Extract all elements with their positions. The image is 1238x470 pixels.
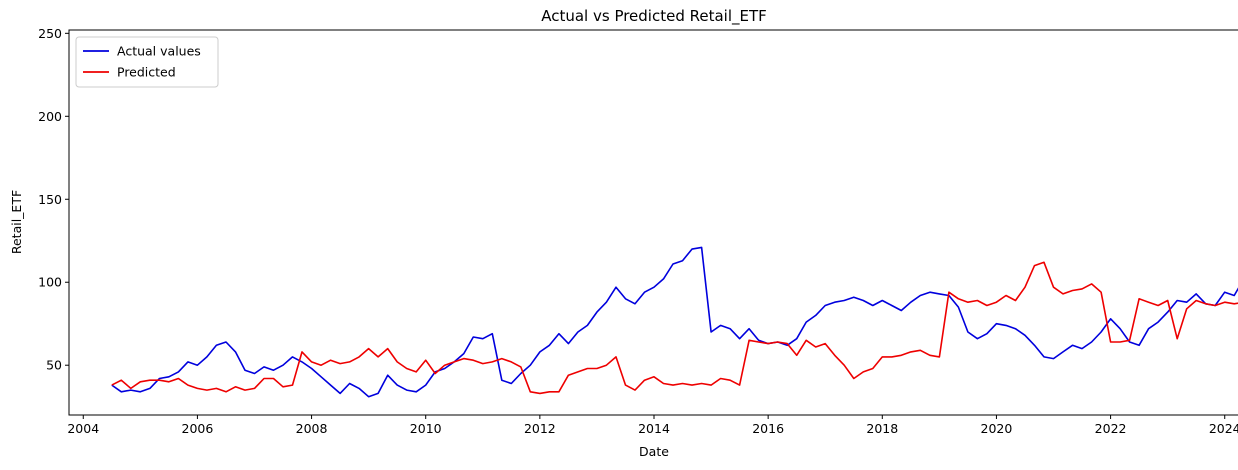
y-axis-label: Retail_ETF bbox=[9, 190, 24, 254]
legend-box bbox=[75, 36, 219, 88]
y-tick-label: 50 bbox=[46, 358, 62, 373]
series-line-actual bbox=[111, 246, 1238, 398]
x-tick-label: 2014 bbox=[638, 421, 670, 436]
x-tick-label: 2020 bbox=[981, 421, 1013, 436]
plot-frame bbox=[68, 29, 1238, 416]
x-tick-label: 2008 bbox=[296, 421, 328, 436]
y-tick-label: 250 bbox=[38, 26, 62, 41]
legend: Actual values Predicted bbox=[75, 36, 219, 88]
chart-title: Actual vs Predicted Retail_ETF bbox=[541, 7, 767, 26]
y-tick-label: 200 bbox=[38, 109, 62, 124]
y-tick-label: 150 bbox=[38, 192, 62, 207]
x-axis: 2004 2006 2008 2010 2012 2014 2016 2018 2020 2022… bbox=[67, 415, 1238, 436]
x-tick-label: 2018 bbox=[866, 421, 898, 436]
series-line-predicted bbox=[111, 261, 1238, 395]
x-tick-label: 2022 bbox=[1095, 421, 1127, 436]
x-tick-label: 2016 bbox=[752, 421, 784, 436]
y-axis: 50 100 150 200 250 bbox=[38, 26, 69, 373]
x-tick-label: 2010 bbox=[410, 421, 442, 436]
x-tick-label: 2012 bbox=[524, 421, 556, 436]
plot-area bbox=[69, 30, 1238, 415]
y-tick-label: 100 bbox=[38, 275, 62, 290]
x-axis-label: Date bbox=[639, 444, 669, 459]
x-tick-label: 2024 bbox=[1209, 421, 1238, 436]
x-tick-label: 2006 bbox=[182, 421, 214, 436]
x-tick-label: 2004 bbox=[67, 421, 99, 436]
series-layer bbox=[111, 246, 1238, 398]
legend-label-predicted: Predicted bbox=[117, 65, 176, 80]
legend-label-actual: Actual values bbox=[117, 44, 201, 59]
